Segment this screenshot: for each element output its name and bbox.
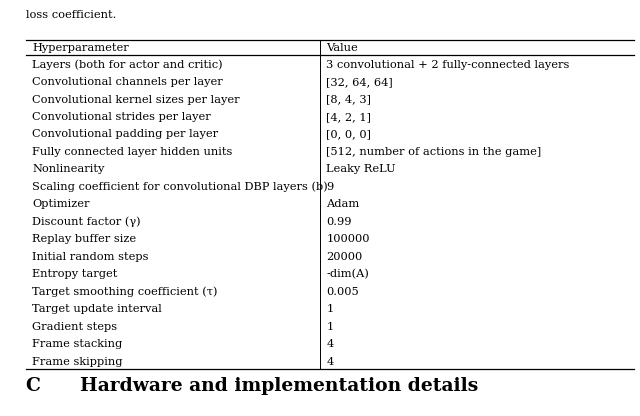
Text: Convolutional kernel sizes per layer: Convolutional kernel sizes per layer (32, 94, 239, 104)
Text: Leaky ReLU: Leaky ReLU (326, 164, 396, 174)
Text: Hardware and implementation details: Hardware and implementation details (80, 377, 478, 395)
Text: Convolutional padding per layer: Convolutional padding per layer (32, 129, 218, 139)
Text: Convolutional strides per layer: Convolutional strides per layer (32, 112, 211, 122)
Text: Hyperparameter: Hyperparameter (32, 43, 129, 53)
Text: Convolutional channels per layer: Convolutional channels per layer (32, 77, 223, 87)
Text: [8, 4, 3]: [8, 4, 3] (326, 94, 371, 104)
Text: [32, 64, 64]: [32, 64, 64] (326, 77, 393, 87)
Text: Target smoothing coefficient (τ): Target smoothing coefficient (τ) (32, 287, 218, 297)
Text: Adam: Adam (326, 199, 360, 209)
Text: 1: 1 (326, 304, 333, 314)
Text: Scaling coefficient for convolutional DBP layers (b): Scaling coefficient for convolutional DB… (32, 182, 328, 192)
Text: loss coefficient.: loss coefficient. (26, 10, 116, 20)
Text: Gradient steps: Gradient steps (32, 322, 117, 332)
Text: -dim(A): -dim(A) (326, 269, 369, 280)
Text: Layers (both for actor and critic): Layers (both for actor and critic) (32, 59, 223, 70)
Text: [4, 2, 1]: [4, 2, 1] (326, 112, 371, 122)
Text: 0.99: 0.99 (326, 217, 352, 227)
Text: [512, number of actions in the game]: [512, number of actions in the game] (326, 147, 541, 157)
Text: Value: Value (326, 43, 358, 53)
Text: Nonlinearity: Nonlinearity (32, 164, 104, 174)
Text: Target update interval: Target update interval (32, 304, 162, 314)
Text: 9: 9 (326, 182, 333, 192)
Text: 20000: 20000 (326, 252, 363, 262)
Text: C: C (26, 377, 40, 395)
Text: 4: 4 (326, 357, 333, 366)
Text: Frame stacking: Frame stacking (32, 339, 122, 349)
Text: 4: 4 (326, 339, 333, 349)
Text: Initial random steps: Initial random steps (32, 252, 148, 262)
Text: 100000: 100000 (326, 234, 370, 244)
Text: Entropy target: Entropy target (32, 269, 117, 279)
Text: 0.005: 0.005 (326, 287, 359, 297)
Text: Optimizer: Optimizer (32, 199, 90, 209)
Text: 3 convolutional + 2 fully-connected layers: 3 convolutional + 2 fully-connected laye… (326, 59, 570, 69)
Text: [0, 0, 0]: [0, 0, 0] (326, 129, 371, 139)
Text: 1: 1 (326, 322, 333, 332)
Text: Frame skipping: Frame skipping (32, 357, 122, 366)
Text: Discount factor (γ): Discount factor (γ) (32, 217, 141, 227)
Text: Fully connected layer hidden units: Fully connected layer hidden units (32, 147, 232, 157)
Text: Replay buffer size: Replay buffer size (32, 234, 136, 244)
